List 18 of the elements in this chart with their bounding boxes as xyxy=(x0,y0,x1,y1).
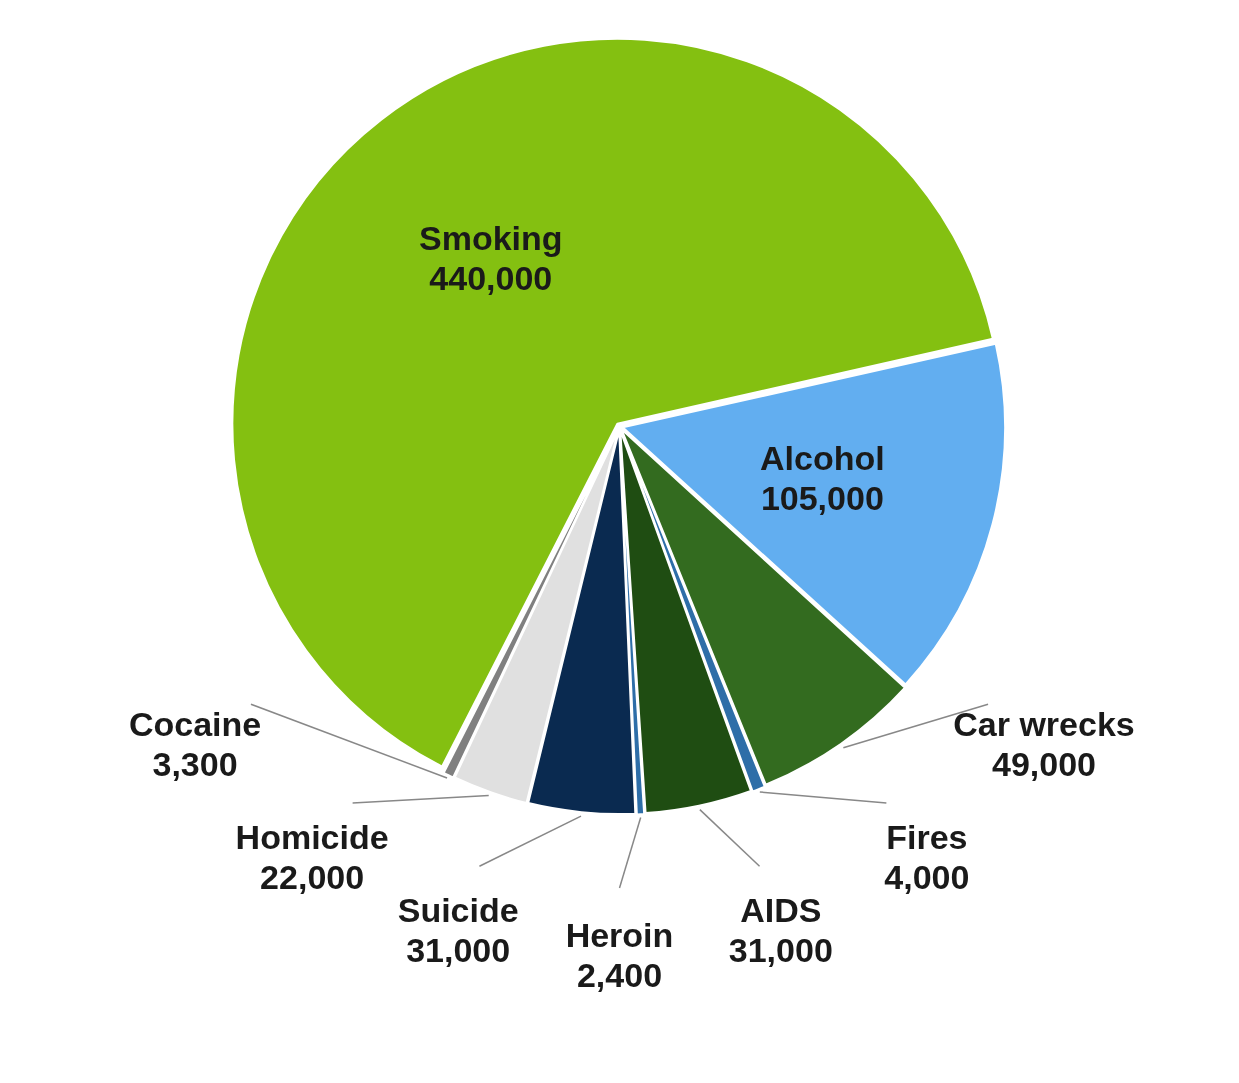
slice-label: Car wrecks xyxy=(953,704,1135,743)
data-label: 22,000 xyxy=(260,858,365,897)
slice-label: Heroin xyxy=(565,916,674,955)
slice-label: Smoking xyxy=(419,219,563,258)
slice-label: AIDS xyxy=(740,891,822,930)
data-label: 31,000 xyxy=(406,931,511,970)
data-label: 49,000 xyxy=(991,744,1096,783)
data-label: 31,000 xyxy=(728,931,833,970)
data-label: 4,000 xyxy=(884,858,970,897)
slice-label: Suicide xyxy=(397,891,519,930)
slice-label: Alcohol xyxy=(760,438,885,477)
slice-label: Cocaine xyxy=(128,704,262,743)
data-label: 3,300 xyxy=(152,744,238,783)
slice-label: Homicide xyxy=(235,818,389,857)
data-label: 105,000 xyxy=(760,478,884,517)
slice-label: Fires xyxy=(886,818,968,857)
data-label: 440,000 xyxy=(429,259,553,298)
data-label: 2,400 xyxy=(576,956,663,995)
